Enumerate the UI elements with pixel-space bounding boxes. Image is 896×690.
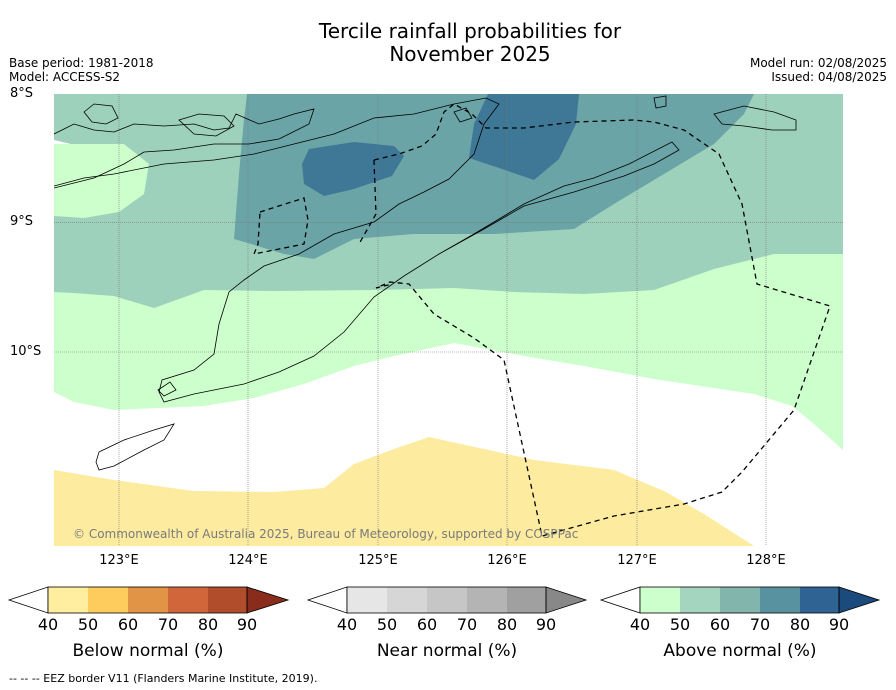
cb-above-tick: 80 [789,615,811,634]
cb-below-bin-4 [168,587,208,613]
cb-near-tick: 90 [535,615,557,634]
cb-below-tick: 40 [37,615,59,634]
cb-above-bin-2 [680,587,720,613]
wetar-island [713,105,797,131]
cb-below-bin-3 [128,587,168,613]
base-model-info: Base period: 1981-2018 Model: ACCESS-S2 [9,56,154,84]
cb-near-bin-2 [387,587,427,613]
cb-near-bin-3 [427,587,467,613]
run-issue-info: Model run: 02/08/2025 Issued: 04/08/2025 [750,56,887,84]
eez-footnote: -- -- -- EEZ border V11 (Flanders Marine… [9,672,318,685]
rote-island [95,423,175,471]
gridlines [54,94,843,546]
above-normal-50-patch-west [54,144,149,218]
below-normal-50-region [54,437,754,546]
cb-near-tick: 40 [336,615,358,634]
coastlines [54,95,797,471]
cb-near-tick: 50 [376,615,398,634]
cb-near-tick: 70 [456,615,478,634]
lat-label-8s: 8°S [10,86,34,101]
eez-border-west-stub [358,159,377,245]
eez-border-west [252,197,309,255]
cb-near-bin-1 [347,587,387,613]
colorbar-title-above: Above normal (%) [663,641,817,661]
lon-label-127e: 127°E [617,553,657,568]
cb-near-extend-right [545,586,588,614]
cb-above-tick: 70 [749,615,771,634]
timor-coastline [54,97,680,403]
colorbar-below-normal [7,586,290,614]
above-normal-80-patch-north [469,94,579,180]
lon-label-125e: 125°E [358,553,398,568]
cb-above-bin-4 [760,587,800,613]
lat-label-9s: 9°S [10,214,34,229]
flores-coastline [54,108,315,189]
cb-below-tick: 50 [77,615,99,634]
cb-below-bin-5 [208,587,247,613]
cb-below-tick: 80 [197,615,219,634]
copyright-notice: © Commonwealth of Australia 2025, Bureau… [73,527,578,541]
cb-near-bin-5 [507,587,546,613]
island-northeast-small [653,95,667,109]
semau-island [157,381,177,397]
cb-above-tick: 90 [828,615,850,634]
cb-below-tick: 70 [157,615,179,634]
title-line-1: Tercile rainfall probabilities for [318,19,622,43]
above-normal-70-region [234,94,754,259]
lon-label-126e: 126°E [487,553,527,568]
cb-near-tick: 80 [496,615,518,634]
lon-label-124e: 124°E [228,553,268,568]
cb-below-extend-right [246,586,290,614]
above-normal-80-patch-central [302,142,404,196]
colorbar-title-near: Near normal (%) [376,641,518,661]
issued-date: Issued: 04/08/2025 [771,70,887,84]
model-name: Model: ACCESS-S2 [9,70,121,84]
colorbar-title-below: Below normal (%) [72,641,224,661]
cb-above-bin-3 [720,587,760,613]
lat-label-10s: 10°S [10,344,42,359]
cb-above-extend-right [838,586,881,614]
pantar-island [178,113,235,137]
eez-border-main [373,103,831,537]
title-line-2: November 2025 [389,42,551,66]
cb-above-tick: 60 [709,615,731,634]
cb-above-bin-1 [640,587,680,613]
alor-island [83,103,119,125]
cb-near-tick: 60 [416,615,438,634]
atauro-island [453,107,473,123]
rainfall-map: © Commonwealth of Australia 2025, Bureau… [54,94,843,546]
cb-above-extend-left [599,586,641,614]
page-title: Tercile rainfall probabilities for Novem… [0,20,896,66]
cb-near-extend-left [306,586,348,614]
cb-below-tick: 90 [236,615,258,634]
cb-below-tick: 60 [117,615,139,634]
model-run-date: Model run: 02/08/2025 [749,56,887,70]
base-period: Base period: 1981-2018 [9,56,154,70]
cb-below-bin-2 [88,587,128,613]
lon-label-123e: 123°E [99,553,139,568]
eez-borders [252,103,831,537]
cb-below-extend-left [7,586,49,614]
colorbar-above-normal [599,586,881,614]
colorbar-near-normal [306,586,588,614]
cb-near-bin-4 [467,587,507,613]
cb-below-bin-1 [48,587,88,613]
lon-label-128e: 128°E [746,553,786,568]
cb-above-bin-5 [800,587,839,613]
cb-above-tick: 40 [629,615,651,634]
cb-above-tick: 50 [669,615,691,634]
